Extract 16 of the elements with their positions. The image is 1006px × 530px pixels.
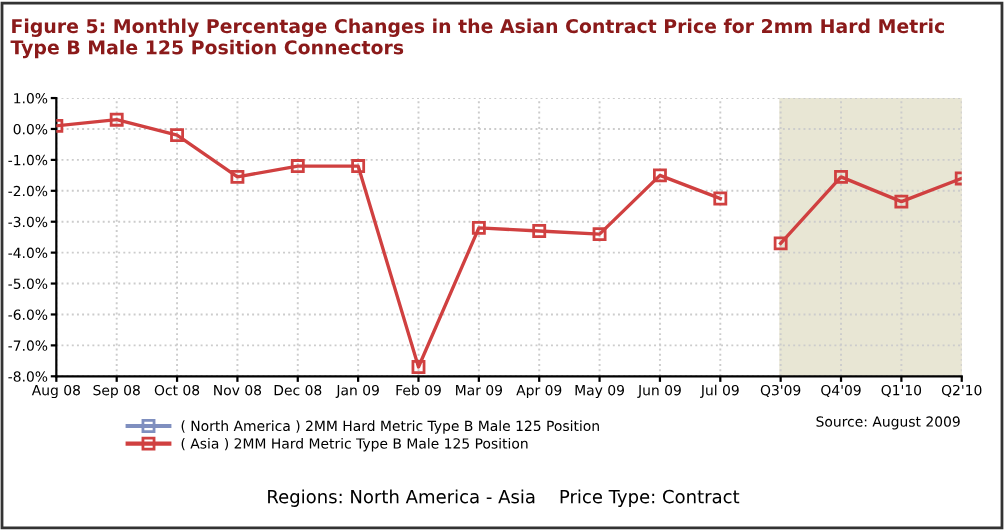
point bbox=[834, 169, 848, 184]
chart-title: Figure 5: Monthly Percentage Changes in the Asian Contract Price for 2mm Hard Metric Type B Male 125 Position Connectors bbox=[10, 18, 944, 59]
point bbox=[411, 360, 426, 374]
text: Regions: North America - Asia Price Type: Contract bbox=[268, 489, 740, 507]
point bbox=[773, 236, 788, 251]
point bbox=[652, 168, 667, 183]
point bbox=[471, 220, 486, 235]
point bbox=[713, 191, 728, 206]
point bbox=[170, 128, 184, 143]
point bbox=[290, 159, 305, 174]
point bbox=[532, 224, 547, 238]
point bbox=[894, 194, 909, 209]
point bbox=[109, 112, 124, 127]
point bbox=[230, 169, 245, 184]
point bbox=[351, 159, 366, 174]
point bbox=[592, 227, 607, 242]
